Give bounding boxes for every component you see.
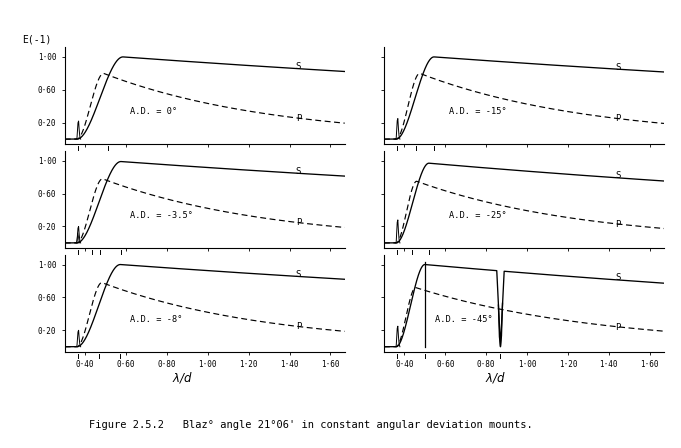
Text: A.D. = -8°: A.D. = -8° — [130, 315, 183, 324]
Text: A.D. = 0°: A.D. = 0° — [130, 108, 177, 116]
Text: S: S — [615, 172, 620, 181]
Text: P: P — [615, 114, 620, 123]
Text: A.D. = -15°: A.D. = -15° — [449, 108, 507, 116]
Text: P: P — [615, 323, 620, 332]
Text: E(-1): E(-1) — [22, 34, 52, 44]
Text: S: S — [296, 62, 301, 71]
Text: A.D. = -3.5°: A.D. = -3.5° — [130, 211, 193, 220]
Text: P: P — [296, 322, 301, 331]
Text: P: P — [296, 114, 301, 123]
Text: S: S — [296, 270, 301, 279]
Text: A.D. = -45°: A.D. = -45° — [435, 315, 493, 324]
Text: A.D. = -25°: A.D. = -25° — [449, 211, 507, 220]
Text: Figure 2.5.2   Blaz° angle 21°06' in constant angular deviation mounts.: Figure 2.5.2 Blaz° angle 21°06' in const… — [89, 420, 533, 430]
Text: S: S — [615, 273, 620, 282]
Text: $\lambda$/d: $\lambda$/d — [486, 370, 506, 385]
Text: P: P — [296, 218, 301, 228]
Text: S: S — [296, 167, 301, 176]
Text: P: P — [615, 220, 620, 229]
Text: S: S — [615, 63, 620, 72]
Text: $\lambda$/d: $\lambda$/d — [172, 370, 193, 385]
